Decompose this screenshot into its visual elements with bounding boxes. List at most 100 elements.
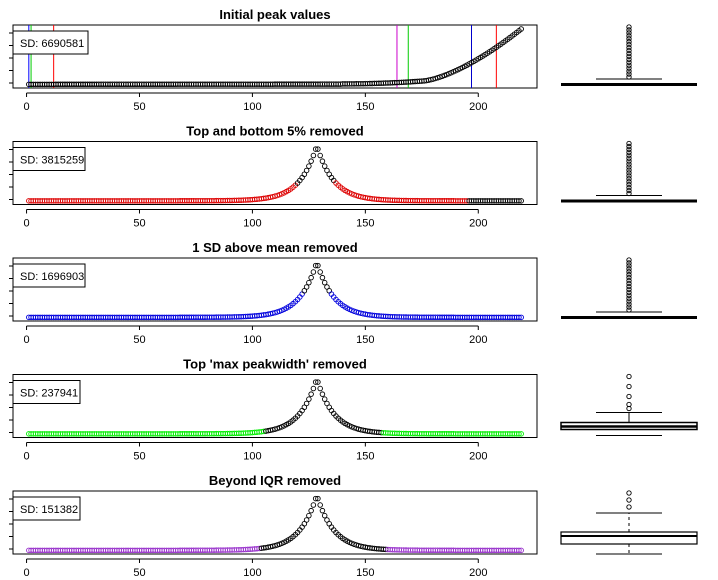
sd-legend: SD: 1696903: [12, 263, 86, 288]
x-tick-label: 50: [133, 101, 145, 113]
boxplot-outlier: [626, 53, 632, 60]
boxplot-outlier: [626, 44, 632, 51]
boxplot: [560, 373, 698, 436]
data-point: [315, 146, 321, 152]
sd-label: SD: 237941: [20, 388, 78, 400]
boxplot-outlier: [626, 307, 632, 313]
boxplot-outlier: [626, 170, 632, 176]
boxplot-outlier: [626, 155, 632, 161]
sd-legend: SD: 151382: [12, 496, 81, 521]
boxplot-outlier: [626, 158, 632, 164]
boxplot-outlier: [626, 504, 632, 510]
x-tick-label: 50: [133, 218, 145, 230]
data-point: [319, 391, 326, 397]
boxplot: [561, 257, 697, 319]
boxplot-outlier: [626, 30, 632, 36]
boxplot-outlier: [626, 277, 632, 284]
panel-5: Beyond IQR removed SD: 151382 0 50 100 150 200: [9, 473, 698, 579]
boxplot-outlier: [626, 74, 632, 80]
panel-title: Beyond IQR removed: [209, 473, 341, 488]
data-point: [315, 262, 321, 269]
boxplot-outlier: [626, 393, 632, 400]
data-point: [326, 171, 332, 178]
boxplot-outlier: [626, 298, 632, 304]
data-point: [516, 547, 522, 554]
sd-legend-box: [12, 496, 81, 521]
boxplot-outlier: [626, 269, 632, 275]
x-tick-label: 50: [133, 451, 145, 463]
boxplot-outlier: [626, 68, 632, 74]
data-point: [518, 431, 524, 437]
boxplot-box: [561, 83, 697, 86]
boxplot-outlier: [626, 272, 632, 278]
sd-legend: SD: 237941: [12, 380, 81, 404]
boxplot-outlier: [626, 179, 632, 185]
sd-label: SD: 6690581: [20, 38, 84, 50]
boxplot-outlier: [626, 266, 632, 272]
data-point: [326, 404, 332, 411]
boxplot-outlier: [626, 39, 632, 45]
data-point: [312, 495, 319, 502]
boxplot-outlier: [626, 176, 632, 182]
data-point: [303, 400, 310, 407]
boxplot-outlier: [626, 260, 632, 266]
data-point: [308, 158, 314, 164]
data-point: [310, 502, 317, 508]
data-point: [317, 152, 323, 159]
boxplot-outlier: [626, 56, 632, 63]
boxplot-box: [561, 316, 697, 319]
x-tick-label: 100: [243, 218, 261, 230]
boxplot-outlier: [626, 301, 632, 307]
panel-title: Top 'max peakwidth' removed: [183, 357, 367, 372]
data-point: [518, 314, 524, 321]
boxplot-outlier: [626, 47, 632, 54]
sd-label: SD: 151382: [20, 504, 78, 516]
boxplot-outlier: [626, 263, 632, 269]
x-tick-label: 50: [133, 334, 145, 346]
data-point: [319, 158, 326, 164]
sd-legend-box: [12, 147, 86, 171]
data-point: [308, 391, 314, 397]
data-point: [516, 198, 522, 204]
data-point: [317, 502, 323, 508]
x-tick-label: 100: [243, 334, 261, 346]
boxplot-box: [561, 199, 697, 203]
boxplot-outlier: [626, 295, 632, 301]
panel-title: Top and bottom 5% removed: [186, 124, 363, 139]
sd-legend: SD: 3815259: [12, 147, 86, 171]
sd-legend: SD: 6690581: [12, 30, 89, 55]
x-tick-label: 150: [356, 101, 374, 113]
plot-frame: [12, 24, 538, 89]
x-tick-label: 100: [243, 451, 261, 463]
x-tick-label: 200: [469, 334, 487, 346]
boxplot-outlier: [626, 65, 632, 71]
boxplot-outlier: [626, 71, 632, 77]
sd-label: SD: 3815259: [20, 155, 84, 167]
boxplot-outlier: [626, 149, 632, 155]
boxplot-outlier: [626, 274, 632, 281]
boxplot-outlier: [626, 27, 632, 33]
boxplot-outlier: [626, 190, 632, 197]
x-tick-label: 200: [469, 218, 487, 230]
boxplot-outlier: [626, 283, 632, 290]
data-point: [321, 279, 328, 286]
boxplot-outlier: [626, 286, 632, 293]
boxplot-outlier: [626, 62, 632, 68]
x-tick-label: 150: [356, 218, 374, 230]
data-point: [315, 379, 321, 385]
x-tick-label: 200: [469, 451, 487, 463]
boxplot-outlier: [626, 383, 632, 390]
data-point: [317, 269, 323, 275]
panel-2: Top and bottom 5% removed SD: 3815259 0 50 1…: [9, 124, 697, 230]
data-point: [310, 385, 317, 392]
boxplot-outlier: [626, 152, 632, 158]
boxplot-outlier: [626, 33, 632, 39]
x-tick-label: 200: [469, 567, 487, 579]
boxplot-outlier: [626, 184, 632, 191]
boxplot: [561, 24, 697, 86]
boxplot-outlier: [626, 50, 632, 57]
boxplot-outlier: [626, 173, 632, 179]
plot-frame: [12, 490, 538, 555]
plot-frame: [12, 374, 538, 438]
data-point: [518, 26, 524, 32]
